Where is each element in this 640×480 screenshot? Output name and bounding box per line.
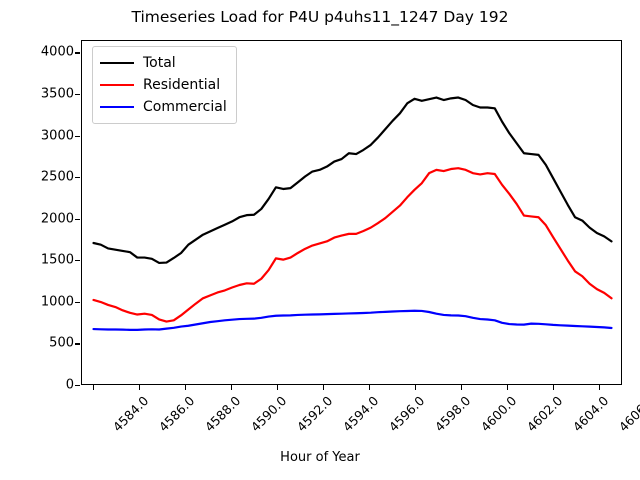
x-tick-label: 4586.0 [155, 393, 197, 435]
x-axis-label: Hour of Year [280, 450, 360, 465]
legend-label: Total [143, 55, 176, 71]
y-tick-mark [75, 343, 80, 345]
y-tick-mark [75, 52, 80, 54]
x-tick-mark [598, 385, 601, 390]
y-tick-mark [75, 177, 80, 179]
legend-line-icon [100, 84, 134, 86]
legend-item-commercial[interactable]: Commercial [100, 96, 227, 118]
x-tick-mark [506, 385, 508, 390]
y-tick-mark [75, 260, 80, 262]
x-tick-label: 4594.0 [339, 393, 382, 435]
x-tick-label: 4588.0 [201, 393, 243, 435]
x-tick-mark [368, 385, 370, 390]
legend-item-residential[interactable]: Residential [100, 74, 227, 96]
legend-label: Residential [143, 77, 221, 93]
y-tick-mark [75, 94, 80, 96]
x-tick-label: 4606.0 [615, 393, 640, 435]
y-tick-mark [75, 135, 80, 137]
x-tick-mark [276, 385, 278, 390]
line-series-residential [92, 167, 613, 323]
x-tick-mark [230, 385, 232, 390]
y-tick-mark [75, 301, 80, 303]
x-tick-mark [92, 385, 94, 390]
y-tick-label: 1000 [40, 294, 74, 310]
y-tick-mark [75, 385, 80, 387]
y-tick-label: 4000 [40, 44, 74, 60]
line-series-commercial [92, 309, 613, 331]
y-tick-label: 500 [49, 335, 74, 351]
x-tick-mark [322, 385, 324, 390]
y-tick-label: 1500 [40, 252, 74, 268]
x-tick-mark [552, 385, 555, 390]
y-tick-label: 0 [65, 377, 74, 393]
y-tick-mark [75, 218, 80, 220]
x-tick-mark [184, 385, 186, 390]
x-tick-label: 4600.0 [477, 393, 520, 435]
legend-item-total[interactable]: Total [100, 52, 227, 74]
legend-label: Commercial [143, 99, 227, 115]
x-tick-label: 4590.0 [247, 393, 289, 435]
x-tick-mark [460, 385, 462, 390]
x-tick-label: 4604.0 [569, 393, 612, 435]
x-tick-label: 4598.0 [431, 393, 474, 435]
chart-legend: Total Residential Commercial [92, 46, 237, 124]
line-series-total [92, 96, 613, 265]
y-tick-label: 3000 [40, 128, 74, 144]
legend-line-icon [100, 62, 134, 64]
x-tick-mark [414, 385, 416, 390]
series-lines [92, 96, 613, 331]
y-tick-label: 2000 [40, 211, 74, 227]
x-tick-label: 4584.0 [109, 393, 151, 435]
y-axis-tick-labels: 0 500 1000 1500 2000 2500 3000 3500 4000 [0, 0, 74, 480]
x-tick-label: 4602.0 [523, 393, 566, 435]
y-tick-label: 3500 [40, 86, 74, 102]
x-tick-label: 4596.0 [385, 393, 428, 435]
x-tick-mark [138, 385, 140, 390]
chart-title: Timeseries Load for P4U p4uhs11_1247 Day… [131, 8, 509, 26]
y-tick-label: 2500 [40, 169, 74, 185]
legend-line-icon [100, 106, 134, 108]
x-tick-label: 4592.0 [293, 393, 336, 435]
